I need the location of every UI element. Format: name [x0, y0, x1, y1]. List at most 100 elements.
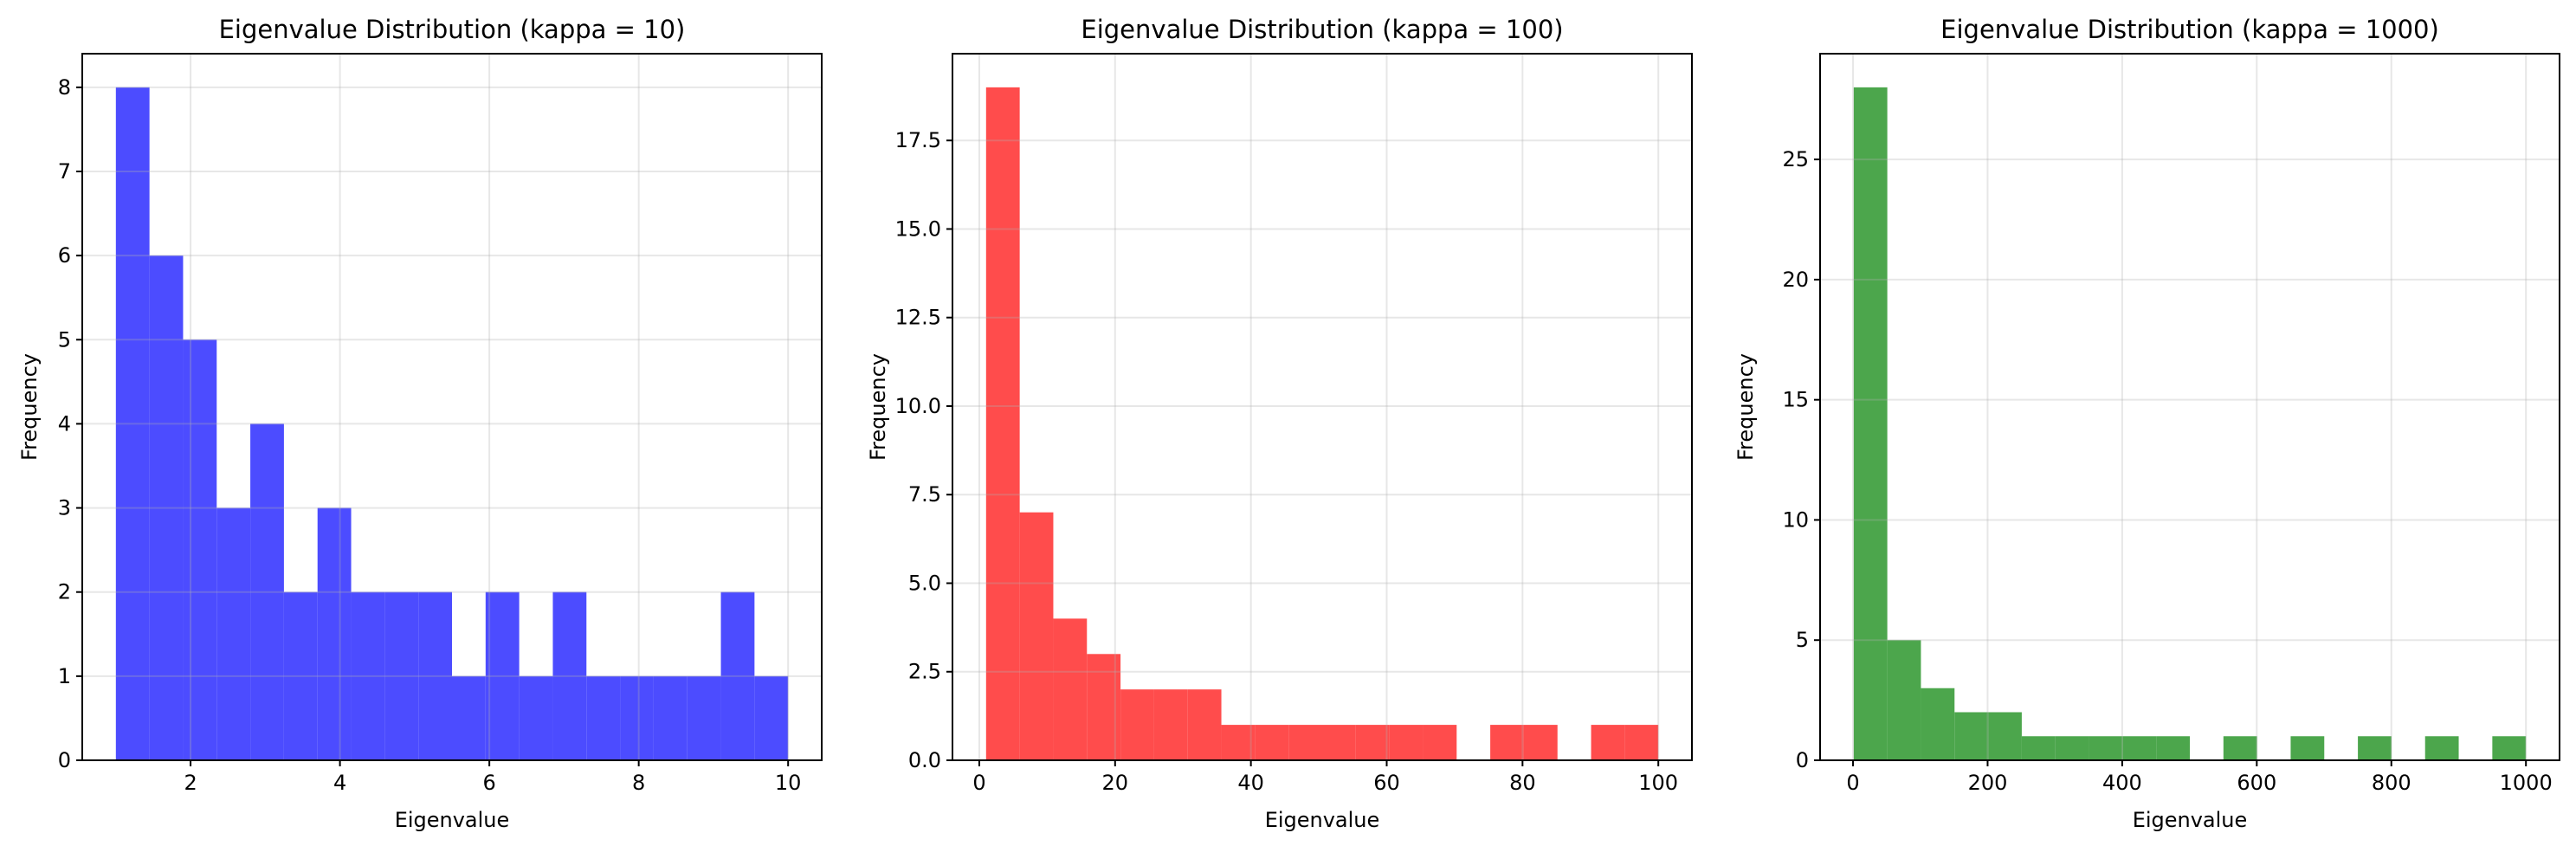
histogram-bar — [552, 591, 587, 760]
histogram-bar — [1490, 725, 1524, 760]
histogram-bar — [1523, 725, 1558, 760]
x-tick-label: 6 — [482, 771, 495, 795]
x-tick-label: 10 — [775, 771, 802, 795]
y-axis-label: Frequency — [1733, 353, 1758, 461]
histogram-bar — [2021, 736, 2056, 760]
subplot-3: 0 200 400 600 800 1000 0 5 10 15 20 25 Eigenvalue Di… — [1733, 15, 2560, 832]
x-tick-label: 400 — [2102, 771, 2142, 795]
histogram-bar — [418, 591, 452, 760]
histogram-bar — [2358, 736, 2392, 760]
histogram-bar — [485, 591, 520, 760]
histogram-bar — [216, 507, 251, 760]
y-tick-label: 1 — [58, 664, 71, 688]
subplot-2: 0 20 40 60 80 100 0.0 2.5 5.0 7.5 10.0 12.5 15.0 17.5… — [866, 15, 1693, 832]
histogram-bar — [183, 339, 217, 760]
histogram-bar — [1624, 725, 1659, 760]
histogram-bar — [2492, 736, 2527, 760]
histogram-bar — [149, 255, 184, 761]
histogram-bar — [115, 87, 150, 761]
x-tick-label: 200 — [1968, 771, 2008, 795]
histogram-bar — [384, 591, 419, 760]
histogram-bar — [1053, 618, 1088, 760]
x-tick-label: 800 — [2372, 771, 2411, 795]
y-tick-label: 15 — [1782, 388, 1809, 412]
histogram-bar — [653, 675, 688, 760]
y-axis-label: Frequency — [17, 353, 42, 461]
histogram-bar — [1255, 725, 1289, 760]
y-tick-label: 10 — [1782, 507, 1809, 532]
histogram-bar — [2223, 736, 2257, 760]
histogram-bar — [452, 675, 486, 760]
x-tick-label: 4 — [333, 771, 346, 795]
histogram-bar — [2089, 736, 2123, 760]
histogram-bar — [1954, 712, 1989, 760]
x-tick-label: 0 — [972, 771, 985, 795]
y-tick-label: 5 — [1796, 628, 1809, 652]
y-tick-label: 5 — [58, 327, 71, 352]
x-tick-label: 60 — [1373, 771, 1400, 795]
axes-frame — [952, 53, 1693, 761]
histogram-bar — [586, 675, 621, 760]
x-tick-label: 40 — [1237, 771, 1264, 795]
y-tick-label: 2 — [58, 580, 71, 604]
y-tick-label: 25 — [1782, 147, 1809, 171]
x-tick-label: 0 — [1846, 771, 1859, 795]
axes-frame — [1819, 53, 2560, 761]
y-tick-label: 5.0 — [908, 571, 941, 595]
histogram-bar — [283, 591, 318, 760]
histogram-bar — [720, 591, 755, 760]
histogram-bar — [1921, 688, 1955, 760]
x-tick-label: 600 — [2237, 771, 2276, 795]
x-tick-label: 100 — [1638, 771, 1678, 795]
y-tick-label: 0 — [1796, 748, 1809, 772]
y-axis-label: Frequency — [866, 353, 890, 461]
x-axis-label: Eigenvalue — [1265, 808, 1380, 832]
histogram-bar — [1322, 725, 1356, 760]
chart-title: Eigenvalue Distribution (kappa = 10) — [219, 15, 686, 44]
histogram-bar — [1423, 725, 1457, 760]
x-tick-label: 20 — [1102, 771, 1129, 795]
y-tick-label: 4 — [58, 411, 71, 436]
y-tick-label: 12.5 — [895, 306, 941, 330]
histogram-bar — [351, 591, 385, 760]
histogram-bar — [250, 423, 284, 760]
histogram-bar — [1153, 689, 1188, 760]
histogram-bar — [1591, 725, 1625, 760]
y-tick-label: 0 — [58, 748, 71, 772]
x-tick-label: 2 — [184, 771, 197, 795]
histogram-bar — [2290, 736, 2325, 760]
x-tick-label: 80 — [1509, 771, 1536, 795]
subplot-1: 2 4 6 8 10 0 1 2 3 4 5 6 7 8 Eigenvalue Distribution (… — [17, 15, 823, 832]
y-tick-label: 0.0 — [908, 748, 941, 772]
histogram-bar — [2055, 736, 2089, 760]
histogram-bar — [1187, 689, 1222, 760]
histogram-bar — [1988, 712, 2022, 760]
histogram-bar — [1120, 689, 1154, 760]
histogram-bar — [2122, 736, 2157, 760]
y-tick-label: 8 — [58, 75, 71, 100]
y-tick-label: 17.5 — [895, 128, 941, 152]
histogram-bar — [1853, 87, 1888, 761]
histogram-bar — [1087, 654, 1121, 760]
histogram-bar — [1288, 725, 1322, 760]
x-axis-label: Eigenvalue — [395, 808, 510, 832]
histogram-bar — [1355, 725, 1390, 760]
y-tick-label: 2.5 — [908, 660, 941, 684]
x-axis-label: Eigenvalue — [2133, 808, 2248, 832]
chart-title: Eigenvalue Distribution (kappa = 100) — [1081, 15, 1563, 44]
y-tick-label: 15.0 — [895, 216, 941, 241]
x-tick-label: 8 — [632, 771, 645, 795]
y-tick-label: 3 — [58, 496, 71, 520]
y-tick-label: 10.0 — [895, 394, 941, 418]
histogram-bar — [2156, 736, 2190, 760]
y-tick-label: 7.5 — [908, 482, 941, 507]
histogram-bar — [1221, 725, 1256, 760]
histogram-bar — [1019, 512, 1054, 760]
histogram-bar — [519, 675, 553, 760]
chart-title: Eigenvalue Distribution (kappa = 1000) — [1940, 15, 2439, 44]
y-tick-label: 7 — [58, 159, 71, 184]
histogram-bar — [687, 675, 721, 760]
histogram-bar — [985, 87, 1020, 761]
histogram-bar — [1389, 725, 1424, 760]
